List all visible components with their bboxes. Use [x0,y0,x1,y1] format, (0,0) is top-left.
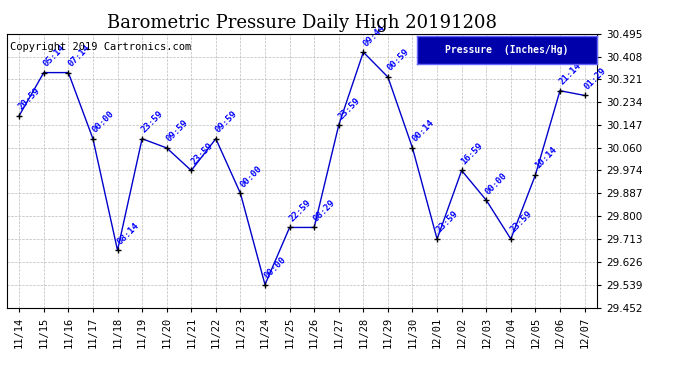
Text: 00:14: 00:14 [411,118,435,144]
Text: 00:00: 00:00 [263,255,288,280]
Title: Barometric Pressure Daily High 20191208: Barometric Pressure Daily High 20191208 [107,14,497,32]
Text: 23:59: 23:59 [435,210,460,235]
Text: 23:59: 23:59 [189,141,215,166]
Text: 05:14: 05:14 [41,43,67,68]
Text: 00:59: 00:59 [386,48,411,73]
Text: 07:14: 07:14 [66,43,92,68]
Text: 09:44: 09:44 [361,22,386,48]
Text: 21:14: 21:14 [558,61,583,87]
Text: 10:14: 10:14 [533,146,559,171]
Text: 23:59: 23:59 [509,210,534,235]
Text: 20:59: 20:59 [17,86,42,111]
Text: 16:59: 16:59 [460,141,485,166]
Text: 01:29: 01:29 [582,66,608,91]
Text: 23:59: 23:59 [337,96,362,121]
Text: 08:14: 08:14 [115,221,141,246]
Text: 00:00: 00:00 [238,164,264,189]
Text: 09:59: 09:59 [214,109,239,135]
Text: 23:59: 23:59 [140,109,166,135]
Text: 08:29: 08:29 [312,198,337,223]
Text: Copyright 2019 Cartronics.com: Copyright 2019 Cartronics.com [10,42,191,52]
Text: 09:59: 09:59 [164,118,190,144]
Text: 22:59: 22:59 [288,198,313,223]
Text: 00:00: 00:00 [484,171,509,196]
Text: 00:00: 00:00 [91,109,116,135]
